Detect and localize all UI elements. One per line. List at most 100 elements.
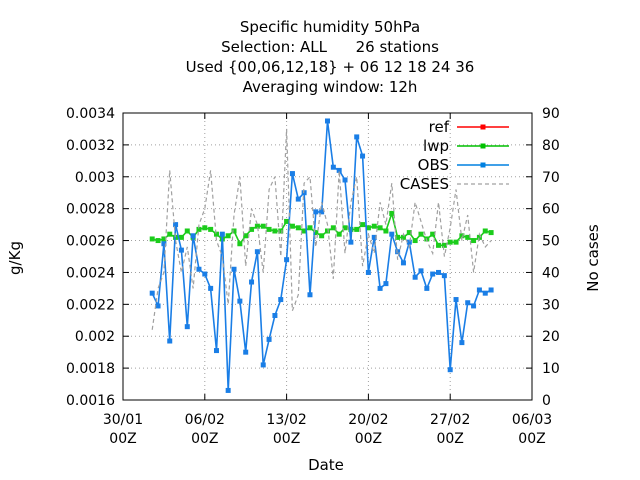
obs-point [383,281,389,287]
lwp-point [266,226,272,232]
obs-point [441,273,447,279]
lwp-point [471,238,477,244]
y2-tick-label: 70 [542,170,560,186]
lwp-point [383,228,389,234]
x-tick-label: 30/01 [103,412,143,428]
y2-tick-label: 30 [542,297,560,313]
chart-title: Specific humidity 50hPa Selection: ALL 2… [186,18,475,96]
y2-tick-label: 20 [542,329,560,345]
y-tick-label: 0.003 [75,170,115,186]
y2-tick-label: 40 [542,265,560,281]
lwp-point [167,231,173,237]
lwp-point [389,210,395,216]
lwp-point [225,233,231,239]
obs-point [272,312,278,318]
x-tick-label: 00Z [436,431,463,447]
lwp-point [447,239,453,245]
y-tick-label: 0.0032 [66,138,115,154]
x-tick-label: 27/02 [430,412,470,428]
obs-point [225,387,231,393]
obs-point [167,338,173,344]
lwp-point [336,231,342,237]
y-axis-label: g/Kg [6,241,24,275]
obs-point [149,290,155,296]
y2-tick-label: 10 [542,361,560,377]
obs-point [476,287,482,293]
y-tick-label: 0.0026 [66,234,115,250]
y-tick-label: 0.0016 [66,393,115,409]
lwp-point [459,233,465,239]
y2-tick-label: 0 [542,393,551,409]
obs-point [313,209,319,215]
legend-label: lwp [423,137,449,155]
obs-point [178,247,184,253]
obs-point [295,196,301,202]
lwp-point [418,231,424,237]
obs-point [173,222,179,228]
lwp-point [441,242,447,248]
y-tick-label: 0.002 [75,329,115,345]
obs-point [365,269,371,275]
obs-point [330,164,336,170]
obs-point [348,239,354,245]
lwp-point [213,231,219,237]
lwp-point [330,225,336,231]
obs-point [325,118,330,124]
y2-tick-label: 60 [542,202,560,218]
axes: 0.0016 0.0018 0.002 0.0022 0.0024 0.0026 0.002… [66,106,560,447]
title-line: Specific humidity 50hPa [240,18,420,36]
obs-point [406,239,412,245]
obs-point [395,249,401,255]
obs-point [196,266,202,272]
obs-point [488,287,494,293]
lwp-point [161,236,167,242]
lwp-point [365,225,371,231]
lwp-point [155,238,161,244]
lwp-point [436,242,442,248]
lwp-point [313,230,319,236]
obs-point [436,269,442,275]
x-tick-label: 00Z [518,431,545,447]
obs-point [453,297,459,303]
lwp-point [278,228,284,234]
lwp-point [319,233,325,239]
lwp-point [412,238,418,244]
lwp-point [178,234,184,240]
obs-point [213,348,219,354]
lwp-point [482,228,488,234]
x-tick-label: 00Z [109,431,136,447]
lwp-point [237,241,243,247]
lwp-point [231,228,237,234]
obs-point [354,134,360,140]
obs-point [243,349,249,355]
lwp-point [243,233,249,239]
lwp-point [325,228,330,234]
lwp-point [184,228,190,234]
y-tick-label: 0.0018 [66,361,115,377]
lwp-point [295,225,301,231]
x-tick-label: 20/02 [348,412,388,428]
lwp-point [149,236,155,242]
obs-point [219,231,225,237]
obs-point [447,367,453,373]
x-tick-label: 06/03 [512,412,552,428]
x-tick-label: 00Z [273,431,300,447]
x-tick-label: 00Z [355,431,382,447]
lwp-point [488,230,494,236]
legend-label: ref [429,118,450,136]
y-tick-label: 0.0022 [66,297,115,313]
obs-point [278,297,284,303]
y2-tick-label: 80 [542,138,560,154]
obs-point [389,231,395,237]
legend-label: CASES [400,175,449,193]
lwp-point [395,234,401,240]
obs-point [430,271,436,277]
lwp-point [453,239,459,245]
lwp-point [272,228,278,234]
cases-line [151,128,492,330]
lwp-point [371,223,377,229]
obs-point [249,279,255,285]
legend-marker [480,143,486,149]
title-line: Averaging window: 12h [243,78,418,96]
